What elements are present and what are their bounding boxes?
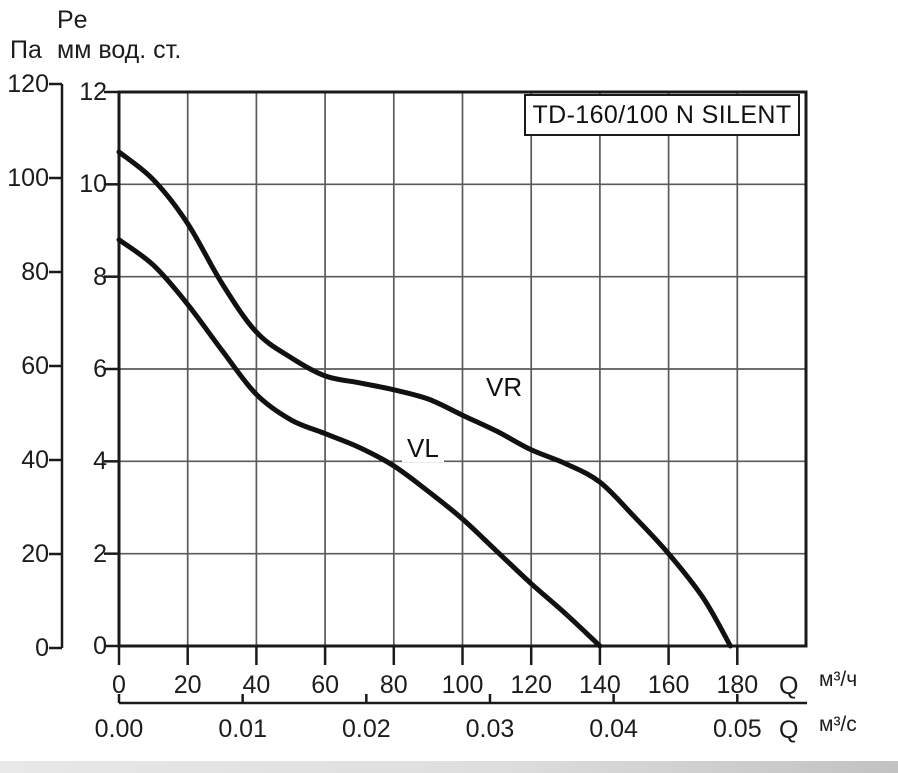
flow-symbol-second-label: Q [779,716,799,744]
model-title-box: TD-160/100 N SILENT [524,94,800,136]
qs-tick-label: 0.03 [465,715,515,743]
mm-tick-label: 10 [79,170,107,199]
curve-label-vl: VL [402,434,444,462]
pa-tick-label: 100 [7,164,49,192]
flow-unit-second-label: м³/с [819,713,857,736]
qs-tick-label: 0.01 [218,715,267,743]
mm-tick-label: 0 [93,632,107,660]
mm-tick-label: 8 [93,262,107,291]
qh-tick-label: 20 [173,671,202,699]
flow-symbol-hour-label: Q [779,672,799,700]
qs-tick-label: 0.02 [341,715,391,743]
curve-label-vr: VR [481,373,528,401]
qh-tick-label: 160 [647,671,690,699]
pa-tick-label: 20 [21,540,49,568]
pa-tick-label: 60 [21,352,49,380]
qh-tick-label: 40 [242,671,271,699]
mm-tick-label: 6 [93,355,107,383]
curve-vr [116,149,733,649]
qh-tick-label: 0 [112,671,126,699]
pa-unit-label: Па [10,36,42,64]
qh-tick-label: 60 [311,671,339,699]
page-edge-shadow [0,761,898,773]
qh-tick-label: 120 [510,671,553,699]
flow-unit-hour-label: м³/ч [819,668,858,691]
qs-tick-label: 0.04 [589,715,638,743]
pa-tick-label: 120 [7,70,49,98]
curve-vl [116,237,603,649]
mm-tick-label: 12 [79,78,107,106]
pa-tick-label: 80 [21,258,49,286]
qs-tick-label: 0.05 [712,715,762,743]
pa-tick-label: 40 [21,446,49,474]
pa-tick-label: 0 [35,634,49,662]
mm-tick-label: 2 [93,539,107,568]
model-title: TD-160/100 N SILENT [532,100,792,129]
qh-tick-label: 80 [379,671,408,699]
qh-tick-label: 100 [441,671,484,699]
mm-tick-label: 4 [93,447,107,476]
qh-tick-label: 140 [579,671,621,699]
qs-tick-label: 0.00 [94,715,144,743]
mm-water-unit-label: мм вод. ст. [57,36,182,64]
pressure-symbol-label: Pe [57,6,88,34]
qh-tick-label: 180 [716,671,759,699]
